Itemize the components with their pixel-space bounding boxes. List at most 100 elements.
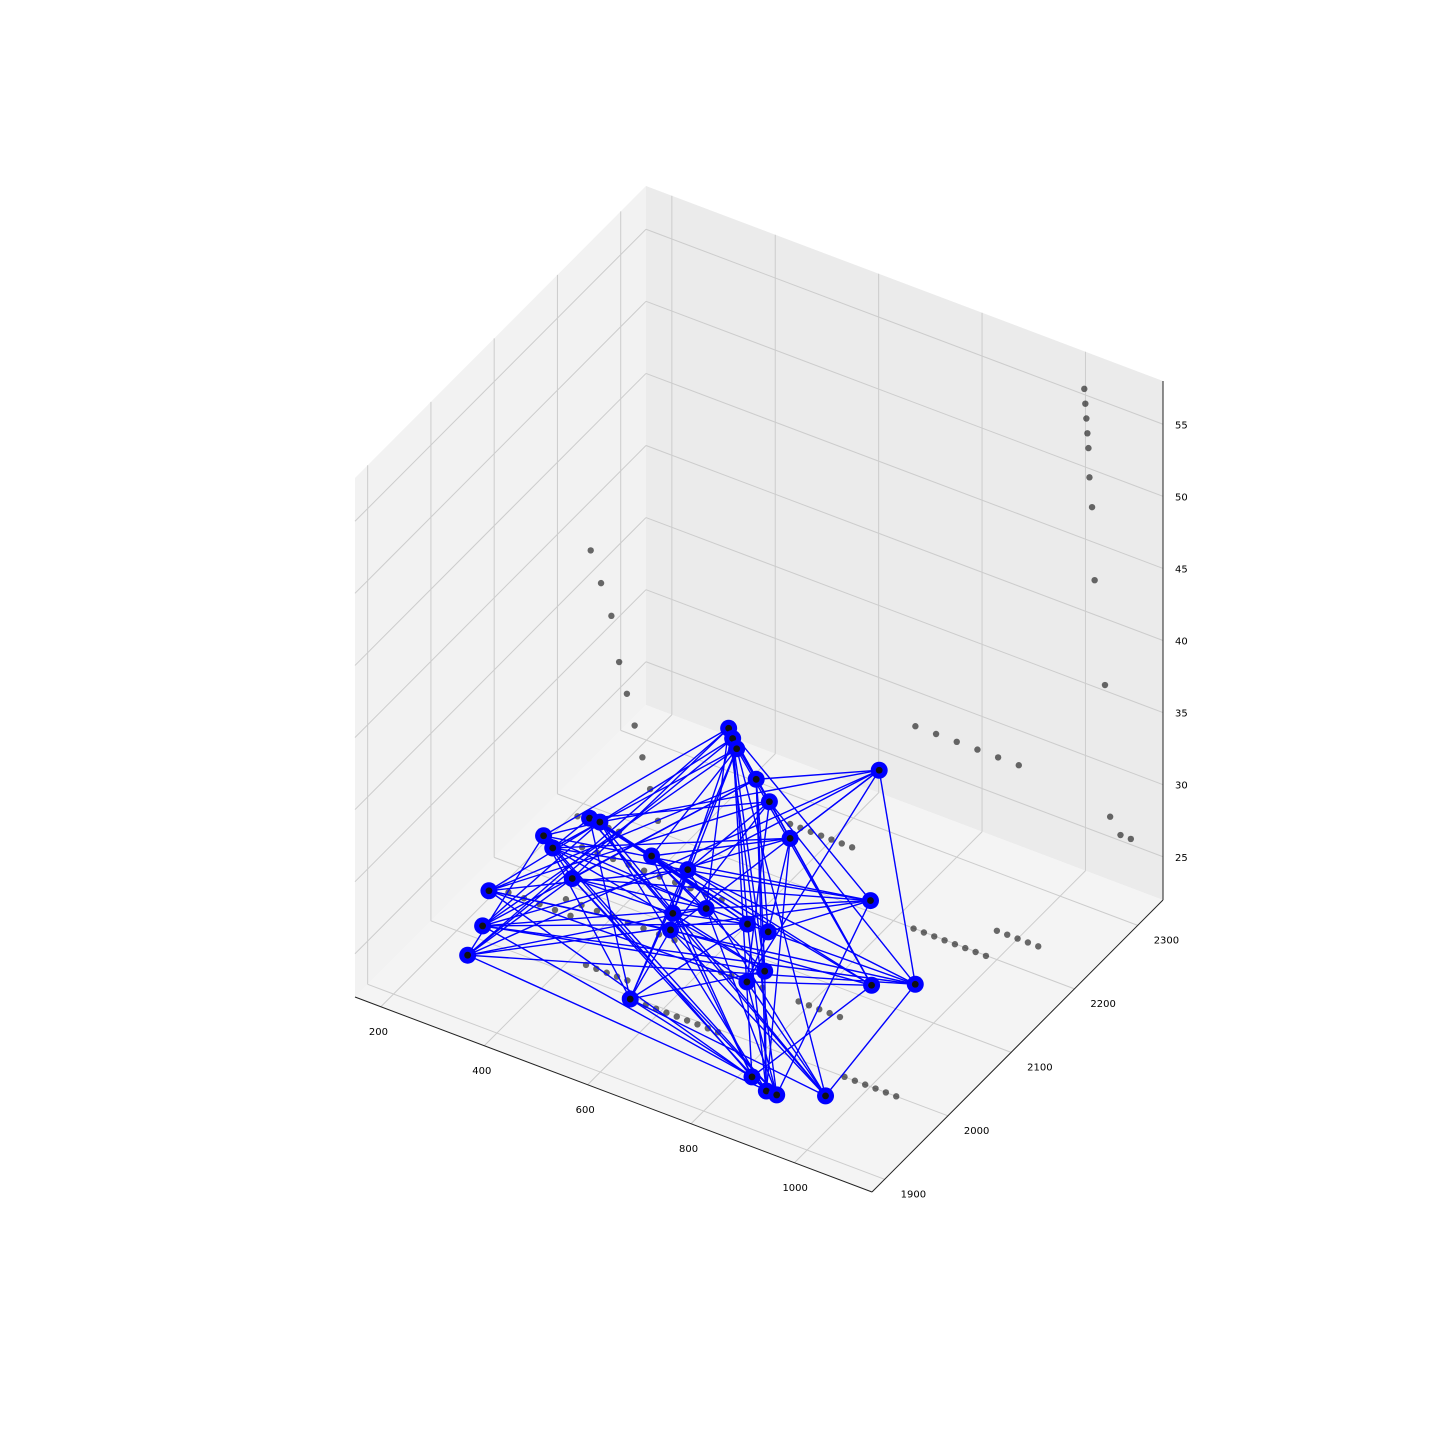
background-point-57 [694,1021,701,1028]
background-point-61 [920,929,928,936]
z-tick-label-0: 25 [1175,853,1188,864]
network-node-core-17 [667,926,674,934]
grid-x-floor-1 [483,753,776,1047]
background-point-12 [1084,430,1091,437]
network-edge-26 [756,769,880,780]
network-node-core-14 [875,766,883,774]
network-edge-22 [736,748,827,1097]
background-point-14 [1086,474,1093,481]
network-node-core-30 [773,1091,781,1099]
grid-layer [354,195,1164,1180]
network-node-core-19 [764,928,772,936]
network-edge-1 [571,727,730,879]
network-edge-127 [751,984,873,1078]
background-point-58 [704,1025,711,1032]
network-edge-84 [687,869,916,985]
network-edge-0 [543,727,730,837]
z-tick-label-2: 35 [1175,709,1188,720]
network-nodes [459,719,924,1105]
network-edge-99 [672,912,748,925]
network-node-core-20 [867,897,874,904]
background-point-16 [1091,576,1098,584]
network-edge-57 [488,821,601,892]
network-edge-83 [687,869,872,986]
background-point-9 [1081,385,1088,393]
background-point-82 [828,836,835,843]
background-point-95 [795,998,802,1005]
background-point-25 [1117,831,1124,839]
grid-z-left-5 [354,300,647,594]
network-edge-56 [589,817,827,1097]
network-edge-13 [731,738,766,972]
background-point-13 [1085,444,1092,452]
network-edge-128 [824,983,916,1097]
network-node-core-13 [786,834,794,842]
background-point-10 [1082,400,1089,407]
z-tick-label-6: 55 [1175,420,1188,431]
network-edge-94 [878,770,916,985]
background-point-62 [931,933,938,940]
network-node-core-9 [485,887,493,895]
y-tick-label-1: 2000 [964,1126,989,1137]
network-edge-87 [767,838,791,933]
background-point-55 [673,1013,680,1020]
grid-x-floor-3 [690,831,983,1125]
tick-labels: 200 400 600 800 1000 1900 2000 2100 2200 2300 25 30… [369,420,1188,1200]
background-point-30 [551,906,559,914]
x-tick-label-4: 1000 [782,1183,807,1194]
network-edge-34 [669,801,770,931]
network-edge-123 [482,925,916,985]
grid-z-back-1 [645,589,1164,786]
background-point-70 [1014,935,1021,942]
background-point-101 [851,1077,859,1084]
network-edge-75 [651,837,791,857]
network-edge-102 [629,929,672,1000]
x-tick-label-3: 800 [679,1144,698,1155]
z-tick-label-4: 45 [1175,564,1188,575]
network-edge-61 [482,821,601,927]
grid-z-back-0 [645,661,1164,858]
network-node-core-22 [743,978,751,986]
network-node-core-25 [464,951,472,959]
background-point-21 [974,746,981,753]
background-point-96 [805,1002,813,1009]
grid-z-left-4 [354,373,647,666]
network-edge-58 [599,769,880,823]
network-edge-17 [651,748,738,857]
network-node-core-6 [549,844,557,852]
background-point-2 [608,612,615,620]
network-node-core-29 [762,1087,770,1095]
background-point-103 [872,1085,879,1092]
network-edge-69 [572,877,707,910]
network-node-core-26 [868,981,875,989]
grid-y-floor-4 [620,729,1138,926]
y-tick-label-4: 2300 [1154,935,1179,946]
network-node-core-8 [596,818,604,826]
background-point-3 [615,658,623,666]
background-point-84 [848,844,856,851]
y-tick-label-2: 2100 [1027,1062,1052,1073]
background-point-6 [639,754,646,761]
network-edge-90 [765,838,791,1092]
grid-z-left-3 [354,445,647,738]
network-edge-121 [482,925,765,972]
network-edge-48 [552,847,871,902]
network-edge-32 [488,801,770,892]
network-edge-42 [467,835,545,956]
network-edge-125 [467,954,916,985]
network-edge-49 [552,847,766,972]
y-tick-label-3: 2200 [1090,999,1115,1010]
background-point-15 [1088,503,1096,511]
network-edge-33 [687,801,770,871]
x-tick-label-0: 200 [369,1027,388,1038]
network-node-core-1 [729,735,737,742]
network-node-core-5 [540,832,547,840]
grid-z-back-4 [645,372,1164,569]
network-edge-93 [467,769,880,956]
background-point-19 [932,730,940,738]
background-point-63 [941,937,948,944]
background-point-49 [671,937,678,944]
x-axis-line [354,996,873,1193]
x-tick-label-2: 600 [576,1105,595,1116]
